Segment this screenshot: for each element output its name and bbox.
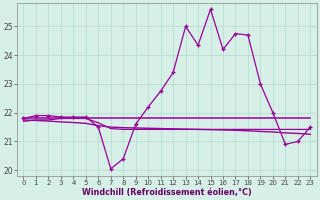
X-axis label: Windchill (Refroidissement éolien,°C): Windchill (Refroidissement éolien,°C) [82, 188, 252, 197]
